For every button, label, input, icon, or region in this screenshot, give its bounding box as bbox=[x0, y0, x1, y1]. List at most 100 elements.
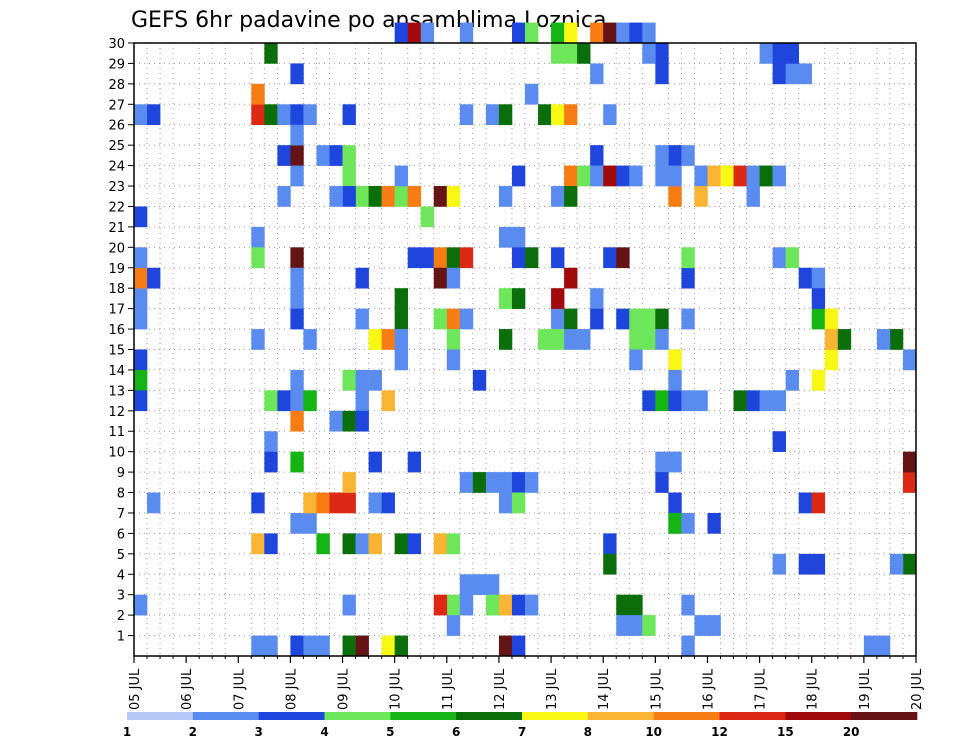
data-cell bbox=[603, 104, 617, 126]
data-cell bbox=[251, 492, 265, 514]
y-tick-label: 7 bbox=[117, 507, 125, 522]
data-cell bbox=[459, 308, 474, 330]
data-cell bbox=[564, 165, 578, 187]
data-cell bbox=[316, 145, 330, 166]
y-tick-label: 3 bbox=[117, 589, 125, 604]
data-cell bbox=[134, 247, 148, 269]
data-cell bbox=[551, 104, 565, 126]
data-cell bbox=[485, 472, 500, 493]
data-cell bbox=[772, 390, 786, 412]
data-cell bbox=[394, 186, 408, 207]
legend-swatch bbox=[192, 712, 259, 720]
data-cell bbox=[511, 165, 526, 187]
data-cell bbox=[798, 267, 813, 289]
data-cell bbox=[511, 226, 526, 248]
data-cell bbox=[355, 635, 369, 657]
data-cell bbox=[824, 329, 839, 350]
data-cell bbox=[407, 451, 422, 473]
legend-label: 3 bbox=[254, 725, 262, 739]
data-cell bbox=[459, 247, 474, 269]
data-cell bbox=[655, 145, 669, 166]
data-cell bbox=[759, 390, 773, 412]
y-axis-ticks: 1234567891011121314151617181920212223242… bbox=[108, 37, 134, 645]
data-cell bbox=[564, 308, 578, 330]
y-tick-label: 21 bbox=[108, 221, 125, 236]
data-cell bbox=[368, 329, 382, 350]
data-cell bbox=[381, 390, 395, 412]
data-cell bbox=[433, 247, 448, 269]
data-cell bbox=[329, 410, 343, 432]
data-cell bbox=[551, 186, 565, 207]
y-tick-label: 22 bbox=[108, 200, 125, 215]
data-cell bbox=[798, 63, 813, 85]
data-cell bbox=[590, 63, 604, 85]
data-cell bbox=[590, 145, 604, 166]
data-cell bbox=[707, 615, 721, 636]
legend-label: 5 bbox=[386, 725, 394, 739]
data-cell bbox=[668, 451, 682, 473]
legend-swatch bbox=[258, 712, 325, 720]
data-cell bbox=[355, 533, 369, 555]
data-cell bbox=[459, 574, 474, 595]
data-cell bbox=[824, 308, 839, 330]
data-cell bbox=[525, 22, 539, 44]
data-cell bbox=[433, 308, 448, 330]
x-tick-label: 05 JUL bbox=[128, 668, 143, 710]
data-cell bbox=[564, 43, 578, 64]
legend-swatch bbox=[653, 712, 720, 720]
y-tick-label: 2 bbox=[117, 609, 125, 624]
data-cell bbox=[355, 267, 369, 289]
data-cell bbox=[134, 206, 148, 228]
x-tick-label: 06 JUL bbox=[180, 668, 195, 710]
data-cell bbox=[329, 186, 343, 207]
data-cell bbox=[498, 492, 513, 514]
legend-label: 2 bbox=[189, 725, 197, 739]
data-cell bbox=[433, 186, 448, 207]
data-cell bbox=[564, 22, 578, 44]
y-tick-label: 25 bbox=[108, 139, 125, 154]
data-cell bbox=[394, 329, 408, 350]
data-cell bbox=[134, 594, 148, 616]
y-tick-label: 11 bbox=[108, 425, 125, 440]
data-cell bbox=[355, 308, 369, 330]
data-cell bbox=[394, 533, 408, 555]
data-cell bbox=[889, 553, 904, 575]
data-cell bbox=[472, 472, 487, 493]
data-cell bbox=[316, 635, 330, 657]
data-cell bbox=[381, 186, 395, 207]
data-cell bbox=[603, 533, 617, 555]
data-cell bbox=[694, 165, 708, 187]
legend-label: 20 bbox=[843, 725, 860, 739]
data-cell bbox=[811, 267, 826, 289]
x-tick-label: 19 JUL bbox=[858, 668, 873, 710]
data-cell bbox=[746, 390, 760, 412]
data-cell bbox=[290, 63, 304, 85]
data-cell bbox=[902, 472, 917, 493]
data-cell bbox=[785, 247, 799, 269]
data-cell bbox=[472, 369, 487, 391]
y-tick-label: 10 bbox=[108, 446, 125, 461]
data-cell bbox=[134, 369, 148, 391]
data-cell bbox=[681, 145, 695, 166]
data-cell bbox=[498, 594, 513, 616]
data-cell bbox=[498, 472, 513, 493]
data-cell bbox=[733, 165, 747, 187]
data-cell bbox=[277, 104, 291, 126]
data-cell bbox=[446, 308, 461, 330]
legend-swatch bbox=[456, 712, 523, 720]
y-tick-label: 13 bbox=[108, 384, 125, 399]
data-cell bbox=[342, 186, 356, 207]
data-cell bbox=[603, 22, 617, 44]
x-tick-label: 09 JUL bbox=[337, 668, 352, 710]
y-tick-label: 23 bbox=[108, 180, 125, 195]
y-tick-label: 5 bbox=[117, 548, 125, 563]
data-cell bbox=[902, 451, 917, 473]
legend-label: 10 bbox=[645, 725, 662, 739]
x-tick-label: 17 JUL bbox=[754, 668, 769, 710]
data-cell bbox=[290, 512, 304, 534]
data-cell bbox=[290, 410, 304, 432]
data-cell bbox=[564, 267, 578, 289]
data-cell bbox=[616, 615, 630, 636]
data-cell bbox=[290, 451, 304, 473]
data-cell bbox=[824, 349, 839, 371]
